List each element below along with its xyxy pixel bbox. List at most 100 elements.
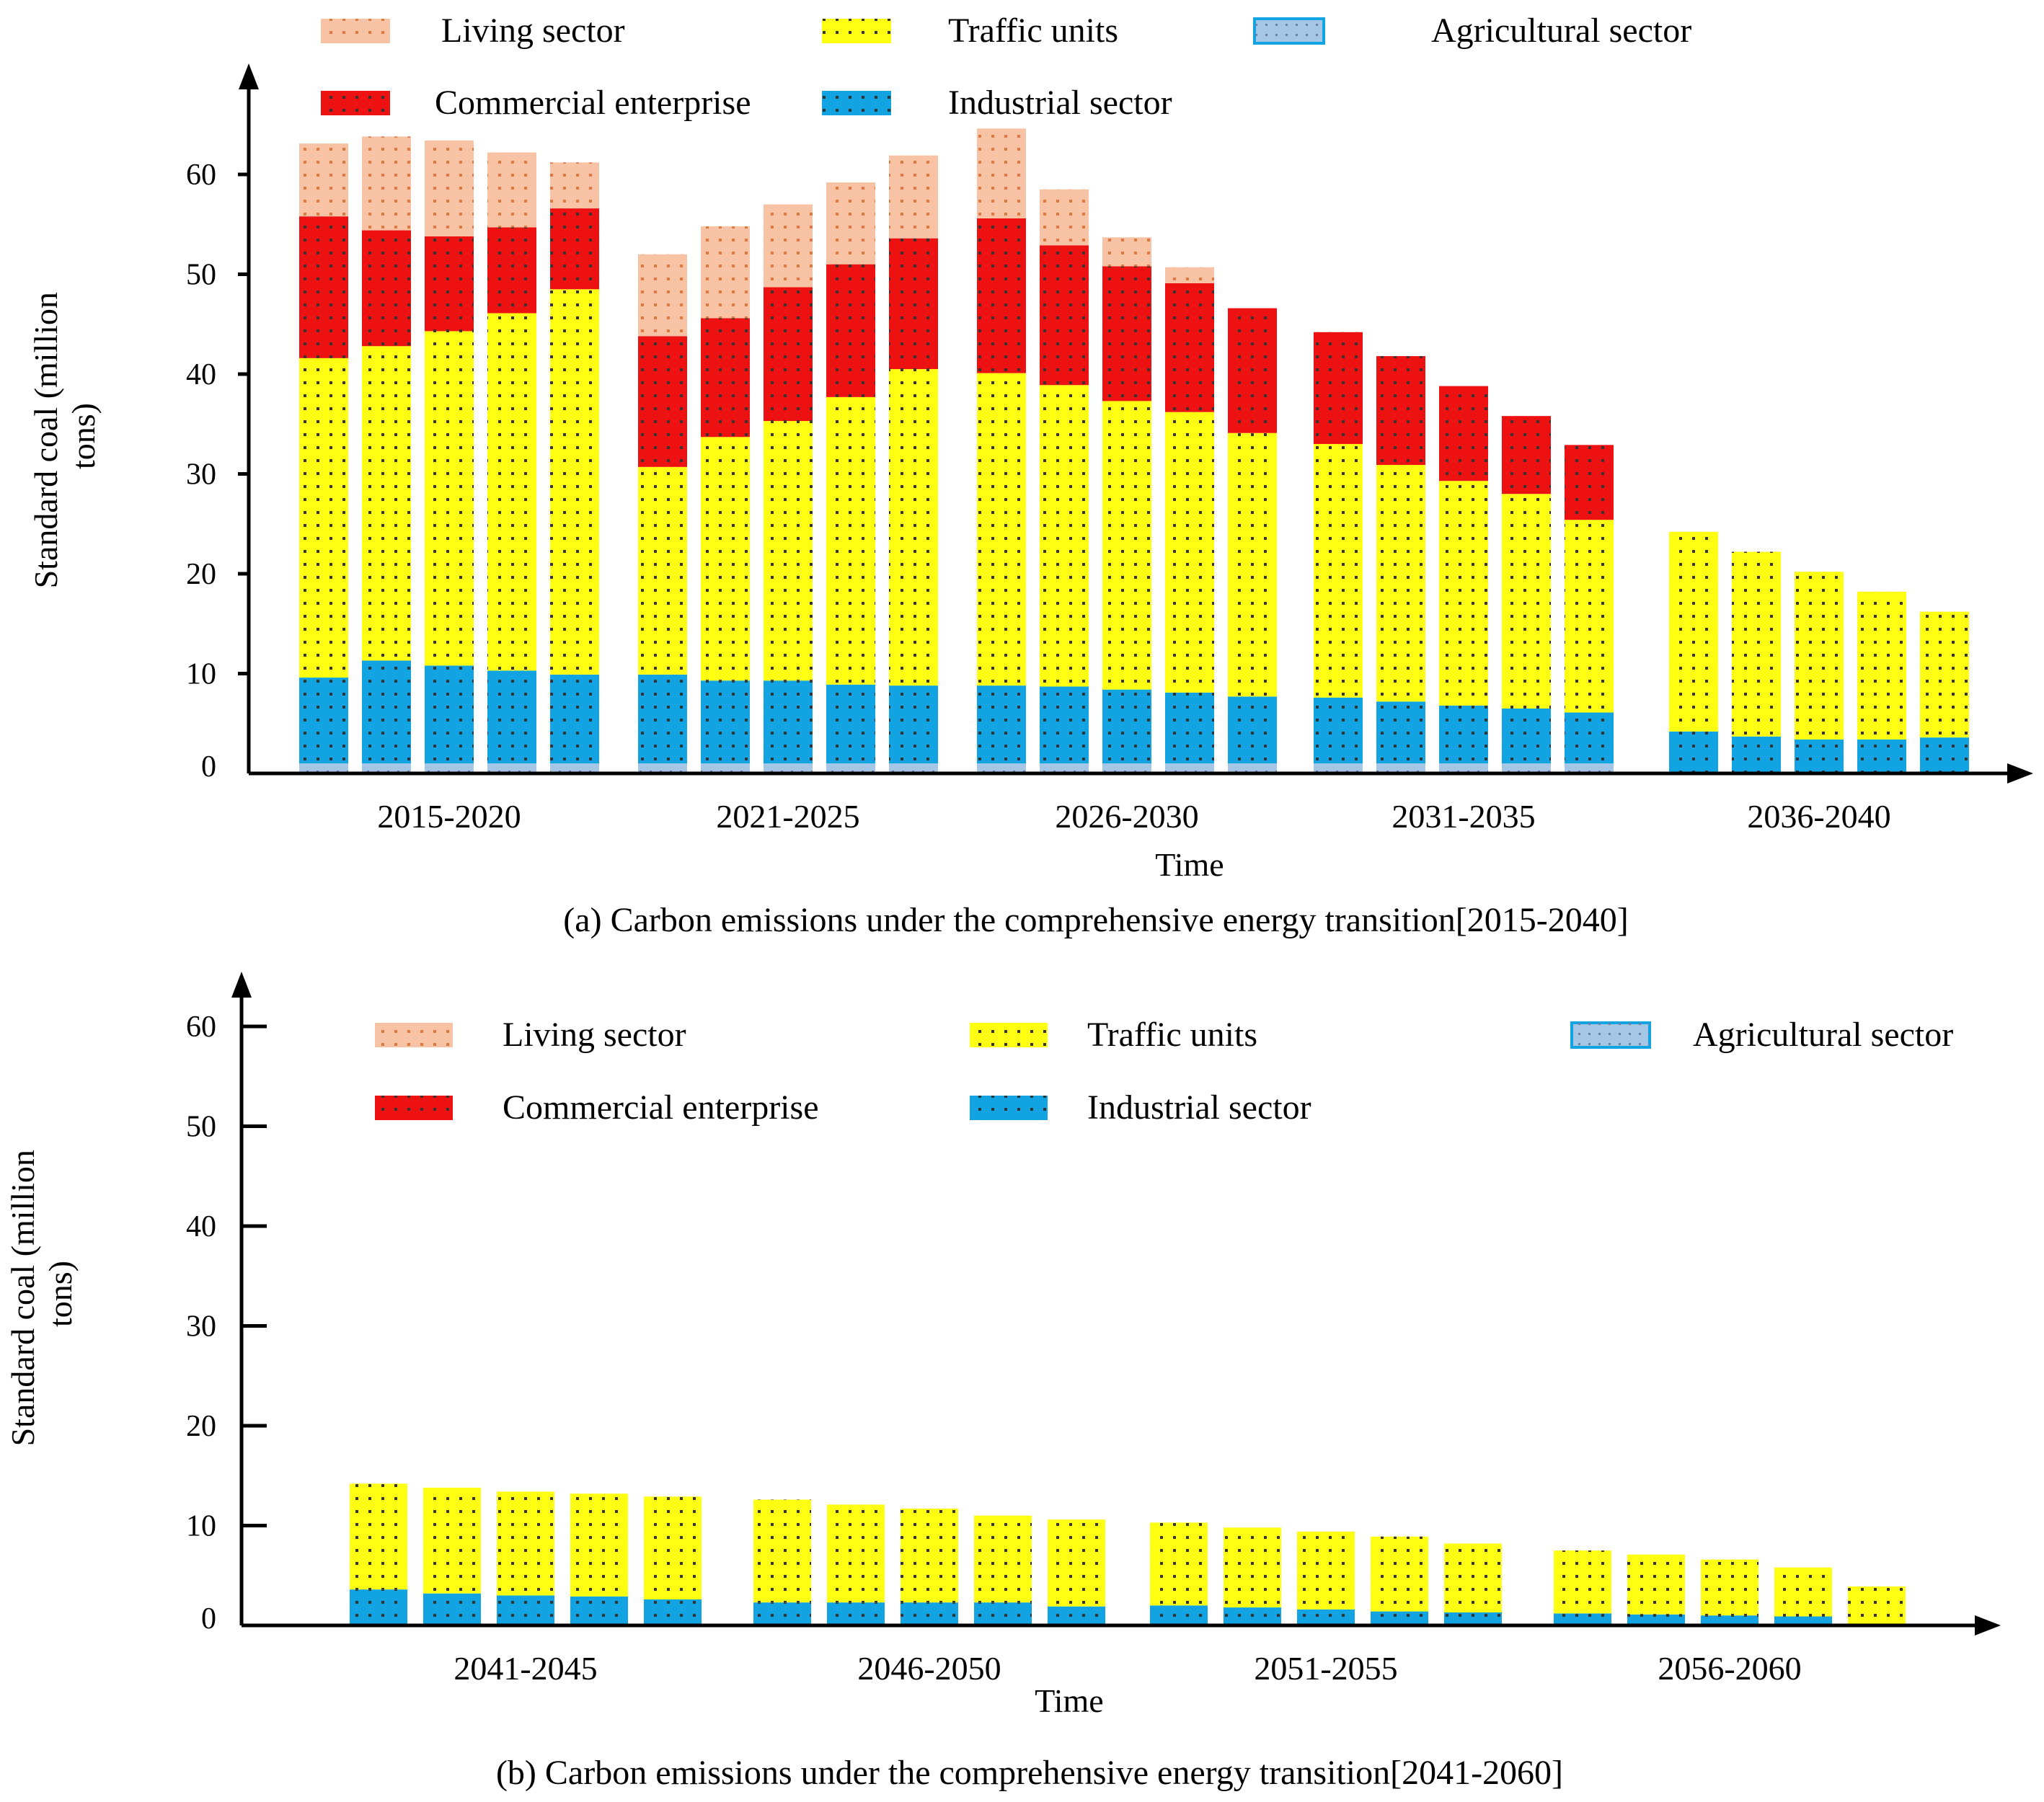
- bar-segment-dots-industrial: [1150, 1605, 1208, 1625]
- legend-item-commercial: Commercial enterprise: [321, 84, 751, 122]
- bar-segment-dots-traffic: [1732, 551, 1781, 737]
- legend-swatch-dots-traffic: [822, 19, 891, 43]
- legend-item-commercial: Commercial enterprise: [375, 1088, 819, 1127]
- bar-segment-dots-traffic: [1857, 591, 1906, 740]
- bar-segment-dots-industrial: [644, 1599, 702, 1625]
- x-group-label: 2041-2045: [454, 1650, 597, 1687]
- bar-segment-dots-living: [1040, 189, 1089, 246]
- y-tick-label: 60: [186, 1011, 216, 1044]
- legend-label-traffic: Traffic units: [1087, 1016, 1257, 1054]
- bar-segment-dots-industrial: [1795, 739, 1844, 773]
- bar-segment-dots-traffic: [362, 346, 411, 661]
- bar-segment-dots-industrial: [1502, 708, 1551, 764]
- bar-segment-dots-commercial: [826, 264, 875, 397]
- bar-segment-dots-traffic: [826, 396, 875, 685]
- bar-segment-dots-industrial: [889, 685, 938, 764]
- bar-segment-dots-agricultural: [425, 763, 474, 773]
- bar-segment-dots-industrial: [977, 685, 1026, 764]
- bar-segment-dots-traffic: [1048, 1519, 1105, 1607]
- bar-segment-dots-industrial: [350, 1589, 407, 1625]
- y-tick-label: 40: [186, 358, 216, 391]
- bar-segment-dots-traffic: [570, 1493, 628, 1597]
- bar-segment-dots-industrial: [1371, 1611, 1428, 1625]
- bar-segment-dots-commercial: [701, 318, 750, 438]
- panel-a-legend: Living sector Traffic units Agricultural s…: [321, 12, 1691, 122]
- bar-segment-dots-traffic: [1297, 1531, 1355, 1610]
- bar-segment-dots-agricultural: [1314, 763, 1363, 773]
- bar-segment-dots-industrial: [487, 670, 536, 764]
- legend-label-commercial: Commercial enterprise: [435, 84, 751, 122]
- bar-segment-dots-industrial: [425, 665, 474, 764]
- bar-segment-dots-traffic: [550, 289, 599, 675]
- bar-segment-dots-agricultural: [1040, 763, 1089, 773]
- x-group-label: 2031-2035: [1392, 798, 1535, 835]
- bar-segment-dots-commercial: [1314, 332, 1363, 444]
- panel-a-y-axis-title-line1: Standard coal (million: [27, 292, 64, 588]
- bar-segment-dots-traffic: [1371, 1536, 1428, 1612]
- bar-segment-dots-traffic: [425, 331, 474, 666]
- bar-segment-dots-agricultural: [487, 763, 536, 773]
- y-tick-label: 20: [186, 1410, 216, 1443]
- bar-segment-dots-industrial: [1102, 689, 1151, 764]
- bar-segment-dots-industrial: [1701, 1615, 1758, 1625]
- bar-segment-dots-industrial: [1444, 1612, 1502, 1625]
- legend-label-living: Living sector: [441, 12, 625, 50]
- bar-segment-dots-agricultural: [550, 763, 599, 773]
- panel-b-y-axis-title-line2: tons): [42, 1261, 79, 1327]
- legend-label-agricultural: Agricultural sector: [1431, 12, 1691, 50]
- bar-segment-dots-agricultural: [977, 763, 1026, 773]
- legend-swatch-dots-commercial: [321, 91, 390, 115]
- bar-group-2036-2040: [1669, 531, 1969, 773]
- bar-segment-dots-industrial: [827, 1602, 885, 1625]
- bar-segment-dots-industrial: [638, 674, 687, 764]
- bar-segment-dots-traffic: [1554, 1550, 1611, 1614]
- bar-segment-dots-living: [425, 140, 474, 236]
- bar-segment-dots-commercial: [1439, 386, 1488, 481]
- bar-segment-dots-living: [299, 143, 348, 217]
- bar-segment-dots-industrial: [423, 1593, 481, 1625]
- bar-segment-dots-traffic: [1848, 1586, 1906, 1625]
- bar-segment-dots-traffic: [974, 1515, 1032, 1603]
- bar-segment-dots-traffic: [1040, 385, 1089, 687]
- y-tick-label: 50: [186, 1111, 216, 1144]
- bar-segment-dots-traffic: [701, 437, 750, 681]
- bar-segment-dots-industrial: [1732, 736, 1781, 773]
- legend-label-commercial: Commercial enterprise: [503, 1088, 819, 1127]
- bar-segment-dots-agricultural: [299, 763, 348, 773]
- bar-segment-dots-agricultural: [1102, 763, 1151, 773]
- bar-segment-dots-industrial: [1857, 739, 1906, 773]
- bar-segment-dots-commercial: [487, 227, 536, 314]
- panel-a-x-group-labels: 2015-2020 2021-2025 2026-2030 2031-2035 2036…: [377, 798, 1890, 835]
- y-tick-label: 20: [186, 558, 216, 591]
- bar-segment-dots-living: [889, 155, 938, 239]
- panel-b-y-ticks: 0 10 20 30 40 50 60: [186, 1011, 267, 1635]
- legend-label-living: Living sector: [503, 1016, 686, 1054]
- bar-group-2031-2035: [1314, 332, 1614, 773]
- y-axis-arrowhead: [231, 972, 252, 998]
- bar-segment-dots-traffic: [1102, 401, 1151, 690]
- bar-segment-dots-traffic: [901, 1508, 958, 1603]
- bar-segment-dots-industrial: [826, 684, 875, 764]
- panel-a-axes: [239, 63, 2033, 784]
- bar-segment-dots-agricultural: [826, 763, 875, 773]
- bar-segment-dots-commercial: [550, 208, 599, 290]
- legend-swatch-dots-living: [375, 1023, 453, 1047]
- bar-segment-dots-living: [487, 152, 536, 228]
- bar-segment-dots-industrial: [753, 1602, 811, 1625]
- bar-segment-dots-living: [550, 162, 599, 209]
- legend-label-industrial: Industrial sector: [1087, 1088, 1311, 1127]
- bar-segment-dots-industrial: [1554, 1613, 1611, 1625]
- bar-group-2046-2050: [753, 1499, 1105, 1625]
- x-group-label: 2026-2030: [1055, 798, 1198, 835]
- bar-segment-dots-industrial: [1048, 1606, 1105, 1625]
- legend-item-living: Living sector: [321, 12, 625, 50]
- panel-b-bars: [350, 1483, 1906, 1625]
- bar-segment-dots-traffic: [827, 1504, 885, 1603]
- bar-segment-dots-traffic: [1795, 572, 1844, 740]
- y-axis-arrowhead: [239, 63, 259, 89]
- bar-segment-dots-traffic: [1774, 1567, 1832, 1617]
- bar-segment-dots-traffic: [638, 466, 687, 675]
- bar-segment-dots-industrial: [1439, 705, 1488, 764]
- panel-a-x-axis-title: Time: [1155, 846, 1224, 883]
- bar-segment-dots-commercial: [1502, 416, 1551, 494]
